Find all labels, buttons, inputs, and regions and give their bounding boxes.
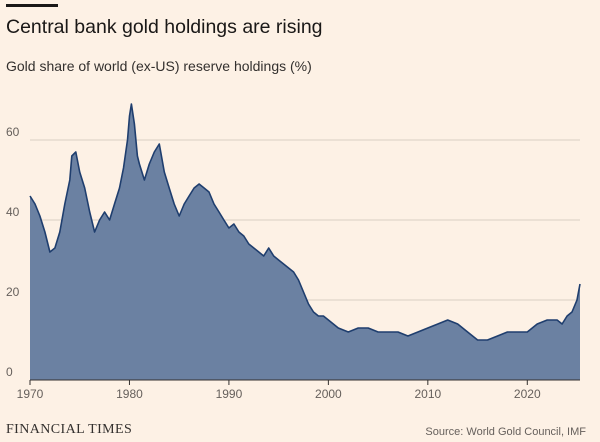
series-line <box>29 103 581 341</box>
header-rule <box>6 4 58 7</box>
chart-subtitle: Gold share of world (ex-US) reserve hold… <box>6 58 312 74</box>
brand-logo: FINANCIAL TIMES <box>6 422 133 437</box>
series-area <box>30 104 580 380</box>
x-axis <box>29 379 580 385</box>
x-tick-label: 2020 <box>514 387 541 401</box>
x-tick-label: 2010 <box>414 387 441 401</box>
x-tick-label: 1970 <box>17 387 44 401</box>
source-note: Source: World Gold Council, IMF <box>425 426 586 438</box>
tick-labels: 0 20 40 60 1970 1980 1990 2000 2010 2020 <box>6 125 541 401</box>
x-tick-label: 2000 <box>315 387 342 401</box>
chart-title: Central bank gold holdings are rising <box>6 16 323 38</box>
x-tick-label: 1990 <box>216 387 243 401</box>
data-area <box>29 103 581 380</box>
x-tick-label: 1980 <box>116 387 143 401</box>
y-tick-label: 0 <box>6 365 13 379</box>
y-tick-label: 40 <box>6 205 20 219</box>
y-tick-label: 60 <box>6 125 20 139</box>
y-tick-label: 20 <box>6 285 20 299</box>
